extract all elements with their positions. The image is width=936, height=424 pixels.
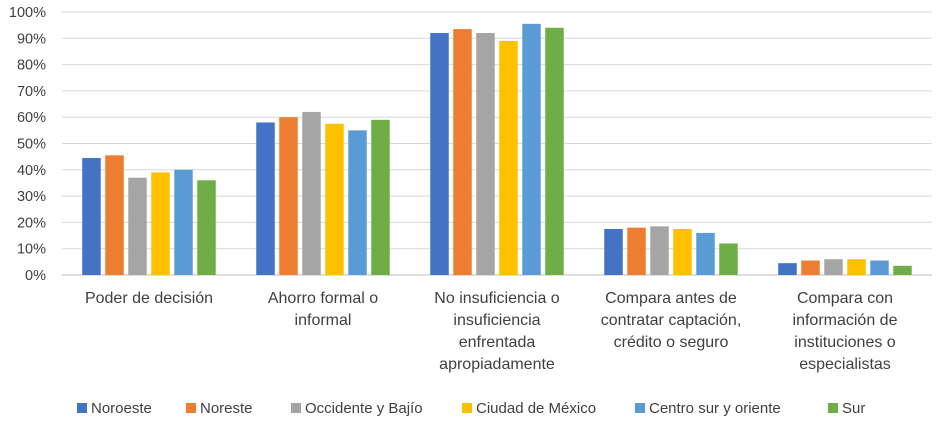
category-label-line: especialistas (799, 356, 891, 373)
bar (256, 122, 275, 276)
y-tick-label: 100% (9, 5, 46, 21)
y-tick-label: 80% (17, 58, 46, 74)
y-tick-label: 10% (17, 242, 46, 258)
legend-label: Sur (842, 400, 865, 417)
y-tick-label: 20% (17, 215, 46, 231)
bar (696, 232, 715, 275)
bar (801, 260, 820, 275)
category-label-line: Compara con (797, 290, 893, 307)
y-tick-label: 40% (17, 163, 46, 179)
bar (627, 227, 646, 275)
legend-label: Occidente y Bajío (305, 400, 423, 417)
category-label-line: crédito o seguro (614, 334, 729, 351)
legend-label: Centro sur y oriente (649, 400, 781, 417)
bar (453, 29, 472, 275)
category-label: Compara antes de contratar captación, créd… (601, 290, 742, 351)
legend-swatch (77, 403, 87, 413)
bar (824, 259, 843, 275)
legend-swatch (828, 403, 838, 413)
bar (778, 263, 797, 275)
bar (371, 119, 390, 275)
category-label-line: contratar captación, (601, 312, 742, 329)
category-label-line: insuficiencia (453, 312, 540, 329)
bar (604, 228, 623, 275)
bar (499, 40, 518, 276)
category-label-line: información de (793, 312, 898, 329)
category-label-line: instituciones o (794, 334, 895, 351)
category-label: Ahorro formal o informal (268, 290, 378, 329)
category-label-line: informal (295, 312, 352, 329)
bar (197, 180, 216, 275)
category-label-line: Ahorro formal o (268, 290, 378, 307)
bar (545, 27, 564, 276)
legend-swatch (462, 403, 472, 413)
bar (870, 260, 889, 275)
bar (82, 157, 101, 275)
y-tick-label: 0% (25, 268, 46, 284)
bar (128, 177, 147, 275)
bars (82, 23, 912, 276)
category-label-line: No insuficiencia o (434, 290, 560, 307)
bar (522, 23, 541, 276)
bar (325, 123, 344, 276)
bar (151, 172, 170, 275)
bar (893, 265, 912, 275)
legend-label: Noroeste (91, 400, 152, 417)
bar (847, 259, 866, 275)
x-axis: Poder de decisión Ahorro formal o informal… (85, 290, 898, 373)
category-label-line: Poder de decisión (85, 290, 213, 307)
bar (302, 111, 321, 275)
bar (105, 155, 124, 275)
bar (476, 33, 495, 275)
category-label: Compara con información de instituciones o… (793, 290, 898, 373)
category-label-line: enfrentada (459, 334, 536, 351)
category-label: No insuficiencia o insuficiencia enfrentad… (434, 290, 560, 373)
y-tick-label: 50% (17, 137, 46, 153)
bar (673, 228, 692, 275)
bar (174, 169, 193, 275)
legend: Noroeste Noreste Occidente y Bajío Ciudad d… (77, 400, 865, 417)
y-tick-label: 90% (17, 31, 46, 47)
y-tick-label: 60% (17, 110, 46, 126)
category-label-line: Compara antes de (605, 290, 737, 307)
y-tick-label: 70% (17, 84, 46, 100)
bar (348, 130, 367, 275)
legend-swatch (635, 403, 645, 413)
bar (279, 117, 298, 275)
y-tick-label: 30% (17, 189, 46, 205)
legend-swatch (186, 403, 196, 413)
bar (430, 33, 449, 275)
bar (650, 226, 669, 275)
legend-swatch (291, 403, 301, 413)
category-label: Poder de decisión (85, 290, 213, 307)
legend-label: Ciudad de México (476, 400, 596, 417)
category-label-line: apropiadamente (439, 356, 555, 373)
legend-label: Noreste (200, 400, 253, 417)
y-axis: 0% 10% 20% 30% 40% 50% 60% 70% 80% 90% 100% (9, 5, 46, 284)
bar (719, 243, 738, 275)
